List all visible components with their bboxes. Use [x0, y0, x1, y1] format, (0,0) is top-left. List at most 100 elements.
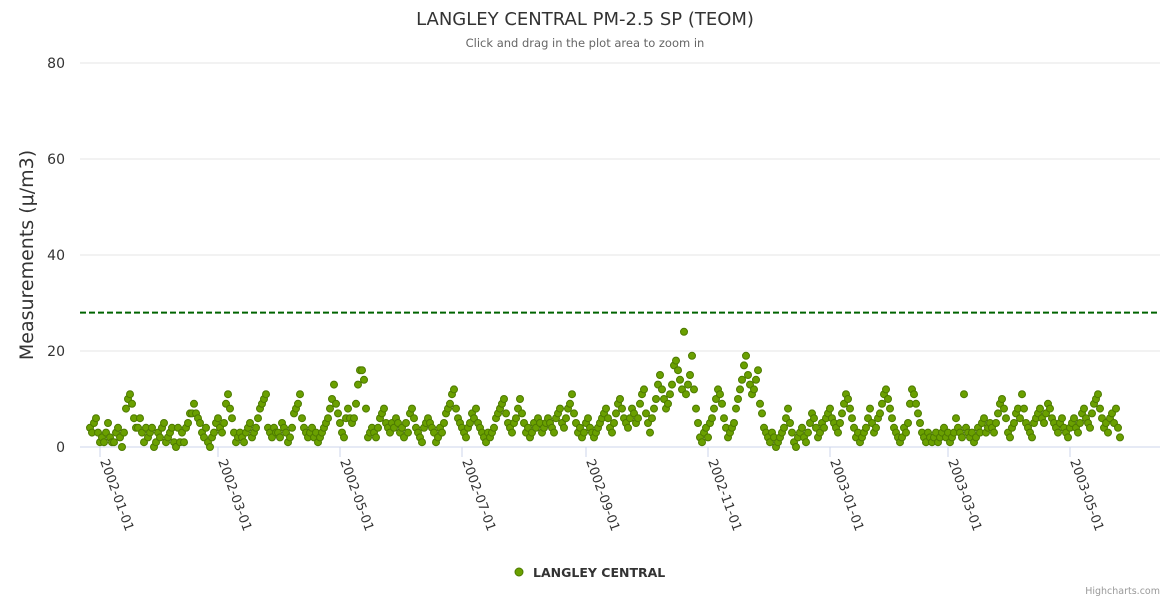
data-point[interactable] — [636, 399, 644, 408]
data-point[interactable] — [756, 399, 764, 408]
data-point[interactable] — [518, 409, 526, 418]
data-point[interactable] — [834, 428, 842, 437]
data-point[interactable] — [612, 409, 620, 418]
data-point[interactable] — [992, 419, 1000, 427]
data-point[interactable] — [882, 385, 890, 394]
data-point[interactable] — [446, 399, 454, 408]
data-point[interactable] — [1076, 419, 1084, 427]
data-point[interactable] — [780, 423, 788, 432]
data-point[interactable] — [990, 428, 998, 437]
data-point[interactable] — [804, 428, 812, 437]
data-point[interactable] — [1040, 419, 1048, 427]
data-point[interactable] — [1028, 433, 1036, 442]
data-point[interactable] — [410, 414, 418, 423]
data-point[interactable] — [998, 395, 1006, 403]
data-point[interactable] — [676, 375, 684, 384]
data-point[interactable] — [958, 433, 966, 442]
data-point[interactable] — [472, 404, 480, 413]
data-point[interactable] — [352, 399, 360, 408]
data-point[interactable] — [340, 433, 348, 442]
data-point[interactable] — [298, 414, 306, 423]
data-point[interactable] — [960, 390, 968, 399]
data-point[interactable] — [570, 409, 578, 418]
data-point[interactable] — [122, 404, 130, 413]
data-point[interactable] — [202, 423, 210, 432]
data-point[interactable] — [210, 428, 218, 437]
data-point[interactable] — [136, 414, 144, 423]
legend-label[interactable]: LANGLEY CENTRAL — [533, 565, 665, 580]
data-point[interactable] — [584, 414, 592, 423]
data-point[interactable] — [666, 390, 674, 399]
data-point[interactable] — [1104, 428, 1112, 437]
data-point[interactable] — [952, 414, 960, 423]
data-point[interactable] — [1016, 414, 1024, 423]
data-point[interactable] — [1002, 414, 1010, 423]
data-point[interactable] — [884, 395, 892, 403]
data-point[interactable] — [914, 409, 922, 418]
data-point[interactable] — [888, 414, 896, 423]
data-point[interactable] — [350, 414, 358, 423]
data-point[interactable] — [240, 438, 248, 447]
data-point[interactable] — [220, 419, 228, 427]
data-point[interactable] — [1036, 404, 1044, 413]
data-point[interactable] — [148, 423, 156, 432]
data-point[interactable] — [692, 404, 700, 413]
data-point[interactable] — [418, 438, 426, 447]
data-point[interactable] — [380, 404, 388, 413]
data-point[interactable] — [668, 380, 676, 389]
series-langley-central[interactable] — [86, 327, 1124, 451]
data-point[interactable] — [336, 419, 344, 427]
data-point[interactable] — [1010, 419, 1018, 427]
data-point[interactable] — [694, 419, 702, 427]
data-point[interactable] — [438, 428, 446, 437]
data-point[interactable] — [980, 414, 988, 423]
data-point[interactable] — [784, 404, 792, 413]
data-point[interactable] — [500, 395, 508, 403]
data-point[interactable] — [206, 443, 214, 451]
data-point[interactable] — [1116, 433, 1124, 442]
data-point[interactable] — [114, 423, 122, 432]
data-point[interactable] — [452, 404, 460, 413]
data-point[interactable] — [758, 409, 766, 418]
data-point[interactable] — [730, 419, 738, 427]
data-point[interactable] — [104, 419, 112, 427]
data-point[interactable] — [866, 404, 874, 413]
data-point[interactable] — [634, 414, 642, 423]
data-point[interactable] — [656, 371, 664, 379]
data-point[interactable] — [354, 380, 362, 389]
data-point[interactable] — [334, 409, 342, 418]
data-point[interactable] — [92, 414, 100, 423]
data-point[interactable] — [1070, 414, 1078, 423]
data-point[interactable] — [408, 404, 416, 413]
data-point[interactable] — [786, 419, 794, 427]
data-point[interactable] — [872, 423, 880, 432]
data-point[interactable] — [642, 409, 650, 418]
data-point[interactable] — [326, 404, 334, 413]
data-point[interactable] — [502, 409, 510, 418]
data-point[interactable] — [716, 390, 724, 399]
data-point[interactable] — [690, 385, 698, 394]
data-point[interactable] — [184, 419, 192, 427]
data-point[interactable] — [332, 399, 340, 408]
data-point[interactable] — [912, 399, 920, 408]
data-point[interactable] — [688, 351, 696, 360]
data-point[interactable] — [358, 366, 366, 375]
data-point[interactable] — [826, 404, 834, 413]
data-point[interactable] — [276, 433, 284, 442]
data-point[interactable] — [646, 428, 654, 437]
data-point[interactable] — [286, 433, 294, 442]
data-point[interactable] — [848, 414, 856, 423]
data-point[interactable] — [624, 423, 632, 432]
data-point[interactable] — [836, 419, 844, 427]
data-point[interactable] — [1058, 414, 1066, 423]
data-point[interactable] — [798, 423, 806, 432]
data-point[interactable] — [294, 399, 302, 408]
data-point[interactable] — [720, 414, 728, 423]
data-point[interactable] — [224, 390, 232, 399]
data-point[interactable] — [516, 395, 524, 403]
data-point[interactable] — [618, 404, 626, 413]
data-point[interactable] — [652, 395, 660, 403]
data-point[interactable] — [296, 390, 304, 399]
data-point[interactable] — [190, 399, 198, 408]
